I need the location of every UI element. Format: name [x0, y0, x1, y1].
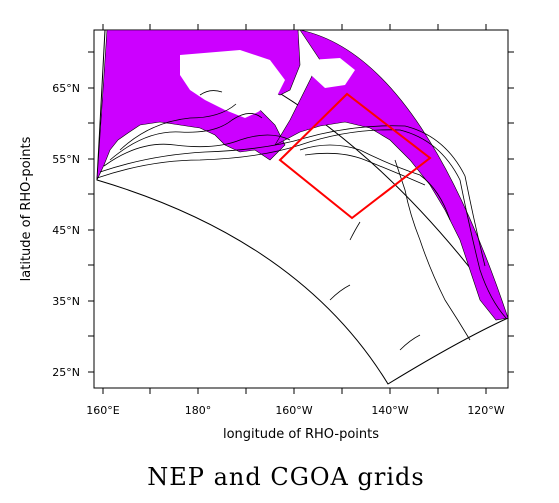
- x-tick-label: 160°E: [86, 404, 119, 417]
- coastline-contours: [96, 90, 507, 351]
- y-tick-label: 45°N: [52, 224, 80, 237]
- y-axis-title: latitude of RHO-points: [19, 136, 34, 281]
- land-north-america: [274, 29, 509, 321]
- x-tick-label: 180°: [185, 404, 212, 417]
- nep-grid-domain: [96, 29, 509, 385]
- x-tick-label: 160°W: [275, 404, 312, 417]
- cgoa-grid-outline: [278, 92, 432, 220]
- white-interior-patch-2: [310, 58, 355, 88]
- x-tick-label: 120°W: [467, 404, 504, 417]
- y-tick-label: 55°N: [52, 153, 80, 166]
- x-tick-label: 140°W: [371, 404, 408, 417]
- y-ticks: [88, 51, 514, 373]
- white-interior-patch: [180, 50, 285, 118]
- figure-title: NEP and CGOA grids: [147, 463, 424, 491]
- x-axis-title: longitude of RHO-points: [223, 427, 379, 442]
- y-tick-label: 65°N: [52, 82, 80, 95]
- x-ticks: [102, 24, 487, 394]
- y-tick-label: 25°N: [52, 366, 80, 379]
- y-tick-label: 35°N: [52, 295, 80, 308]
